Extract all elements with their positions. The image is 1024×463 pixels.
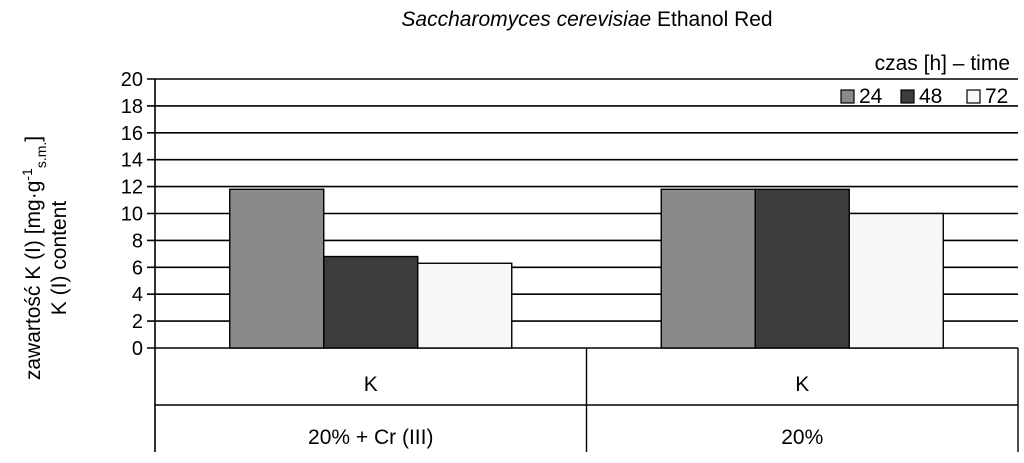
y-tick-label: 12 bbox=[121, 177, 143, 199]
y-tick-label: 14 bbox=[121, 150, 143, 172]
bar bbox=[417, 262, 513, 349]
bar bbox=[229, 188, 325, 349]
bar bbox=[660, 188, 756, 349]
y-tick-label: 8 bbox=[132, 230, 143, 252]
y-tick-label: 16 bbox=[121, 123, 143, 145]
chart-title-italic: Saccharomyces cerevisiae bbox=[401, 8, 651, 31]
y-axis-label-2: K (I) content bbox=[48, 201, 71, 316]
group-label: 20% bbox=[781, 426, 823, 449]
y-axis-label-1-sup: -1 bbox=[19, 168, 35, 181]
category-label: K bbox=[364, 373, 378, 396]
category-axis: K 20% + Cr (III) K 20% bbox=[155, 348, 1019, 452]
legend-title: czas [h] – time bbox=[875, 52, 1010, 75]
y-axis-label-1-sub: s.m. bbox=[33, 142, 49, 168]
legend-label: 24 bbox=[859, 85, 883, 108]
legend-swatch bbox=[840, 89, 855, 104]
chart-title: Saccharomyces cerevisiae Ethanol Red bbox=[401, 8, 772, 31]
legend-items: 24 48 72 bbox=[840, 85, 1008, 108]
y-tick-label: 0 bbox=[132, 338, 143, 360]
chart-title-rest: Ethanol Red bbox=[651, 8, 772, 31]
legend-swatch bbox=[900, 89, 915, 104]
y-tick-labels: 0 2 4 6 8 10 12 14 16 18 20 bbox=[121, 69, 143, 360]
legend: czas [h] – time 24 48 72 bbox=[840, 52, 1010, 108]
bar bbox=[848, 212, 944, 349]
y-tick-label: 10 bbox=[121, 204, 143, 226]
category-label: K bbox=[795, 373, 809, 396]
legend-label: 72 bbox=[985, 85, 1008, 108]
legend-label: 48 bbox=[919, 85, 942, 108]
y-tick-label: 6 bbox=[132, 257, 143, 279]
y-tick-label: 4 bbox=[132, 284, 143, 306]
y-axis-title: zawartość K (I) [mg·g-1s.m.] K (I) conte… bbox=[19, 136, 71, 380]
legend-swatch bbox=[966, 89, 981, 104]
y-axis-label-1-close: ] bbox=[22, 136, 45, 142]
y-axis-label-1: zawartość K (I) [mg·g-1s.m.] bbox=[19, 136, 49, 380]
y-tick-label: 2 bbox=[132, 311, 143, 333]
y-tick-label: 20 bbox=[121, 69, 143, 91]
bar bbox=[323, 255, 419, 349]
y-tick-label: 18 bbox=[121, 96, 143, 118]
y-axis-label-1-main: zawartość K (I) [mg·g bbox=[22, 181, 45, 381]
group-label: 20% + Cr (III) bbox=[308, 426, 433, 449]
bars bbox=[229, 188, 944, 349]
bar bbox=[754, 188, 850, 349]
